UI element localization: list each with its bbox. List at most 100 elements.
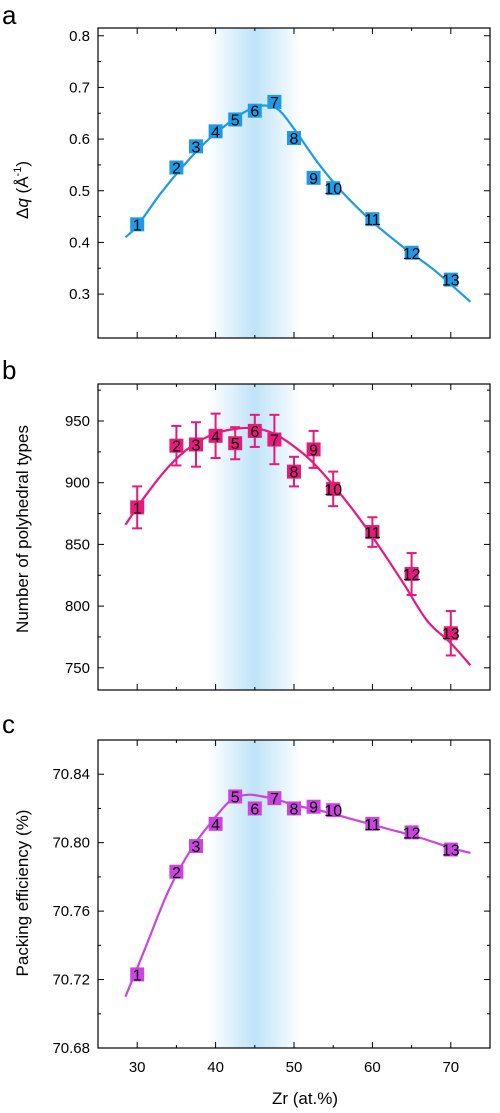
panel-b-data-point — [247, 423, 262, 438]
panel-a-point-label: 2 — [172, 161, 181, 178]
panel-b-data-point — [189, 437, 203, 452]
panel-c-point-label: 2 — [172, 865, 181, 882]
panel-c-data-point — [189, 839, 203, 854]
panel-b-y-tick-label: 800 — [65, 598, 90, 615]
panel-b-data-point — [169, 438, 184, 453]
panel-c-point-label: 7 — [270, 791, 279, 808]
panel-a-data-point — [247, 103, 262, 118]
panel-c-data-point — [306, 799, 321, 814]
panel-a-y-tick-label: 0.4 — [69, 234, 90, 251]
panel-a-data-point — [208, 124, 223, 139]
panel-a-y-tick-label: 0.3 — [69, 286, 90, 303]
panel-b-point-label: 8 — [290, 465, 299, 482]
panel-a-point-label: 11 — [364, 212, 381, 229]
panel-b-point-label: 1 — [133, 500, 142, 517]
panel-c-point-label: 1 — [133, 967, 142, 984]
panel-b-data-point — [130, 500, 145, 515]
panel-a-data-point — [443, 272, 458, 287]
panel-a-point-label: 7 — [270, 95, 279, 112]
panel-c-point-label: 10 — [324, 803, 342, 820]
panel-b-point-label: 7 — [270, 433, 279, 450]
panel-c-y-tick-label: 70.80 — [52, 835, 90, 852]
panel-b-data-point — [326, 481, 341, 496]
panel-a-point-label: 4 — [211, 124, 220, 141]
panel-b-point-label: 10 — [324, 482, 342, 499]
panel-c-y-axis-label: Packing efficiency (%) — [13, 810, 32, 977]
panel-c-data-point — [404, 825, 419, 840]
panel-a-y-tick-label: 0.5 — [69, 183, 90, 200]
panel-a-point-label: 1 — [133, 217, 142, 234]
panel-b-y-axis-label: Number of polyhedral types — [13, 425, 32, 633]
panel-b-point-label: 3 — [192, 437, 201, 454]
panel-b-point-label: 6 — [250, 424, 259, 441]
panel-c-y-tick-label: 70.84 — [52, 766, 90, 783]
highlight-band-panel-c — [207, 740, 302, 1048]
x-tick-label: 40 — [207, 1059, 224, 1076]
panel-c-y-tick-label: 70.68 — [52, 1040, 90, 1057]
panel-a-y-axis-label: Δq (Å-1) — [12, 161, 32, 219]
panel-c-data-point — [228, 789, 243, 804]
x-tick-label: 50 — [286, 1059, 303, 1076]
panel-a-y-tick-label: 0.6 — [69, 131, 90, 148]
panel-letter-a: a — [2, 0, 17, 30]
panel-c-data-point — [443, 842, 458, 857]
panel-b-data-point — [228, 436, 243, 451]
panel-a-point-label: 9 — [309, 171, 318, 188]
panel-a-point-label: 3 — [192, 139, 201, 156]
panel-c-point-label: 9 — [309, 800, 318, 817]
panel-c-data-point — [247, 801, 262, 816]
panel-a-data-point — [287, 131, 301, 146]
panel-a-point-label: 13 — [442, 273, 460, 290]
panel-letter-c: c — [2, 709, 15, 739]
panel-a-data-point — [365, 212, 380, 227]
panel-b-data-point — [365, 525, 380, 540]
panel-c-data-point — [365, 816, 380, 831]
panel-b-data-point — [267, 432, 282, 447]
panel-c-y-tick-label: 70.72 — [52, 972, 90, 989]
highlight-band-panel-a — [207, 28, 302, 338]
panel-b-y-tick-label: 950 — [65, 413, 90, 430]
panel-c-point-label: 13 — [442, 843, 460, 860]
panel-b-data-point — [208, 428, 223, 443]
panel-b-y-tick-label: 850 — [65, 536, 90, 553]
panel-c-data-point — [267, 791, 282, 806]
x-tick-label: 60 — [364, 1059, 381, 1076]
panel-a-data-point — [189, 139, 203, 154]
panel-a-point-label: 12 — [403, 246, 421, 263]
panel-a-data-point — [326, 181, 341, 196]
panel-b-point-label: 5 — [231, 436, 240, 453]
panel-c-point-label: 11 — [364, 817, 381, 834]
panel-c-point-label: 12 — [403, 825, 421, 842]
panel-b-point-label: 11 — [364, 525, 381, 542]
panel-c-data-point — [287, 801, 301, 816]
panel-a-data-point — [130, 217, 145, 232]
panel-c-data-point — [208, 816, 223, 831]
panel-a-data-point — [306, 170, 321, 185]
panel-a-point-label: 6 — [250, 104, 259, 121]
panel-c-point-label: 3 — [192, 839, 201, 856]
panel-b-point-label: 13 — [442, 626, 460, 643]
panel-b-point-label: 9 — [309, 442, 318, 459]
panel-a-point-label: 10 — [324, 181, 342, 198]
panel-a-data-point — [228, 112, 243, 127]
x-axis-label: Zr (at.%) — [272, 1089, 338, 1108]
x-tick-label: 30 — [129, 1059, 146, 1076]
panel-b-point-label: 4 — [211, 429, 220, 446]
panel-a-point-label: 8 — [290, 131, 299, 148]
panel-b-data-point — [306, 442, 321, 457]
panel-b-point-label: 2 — [172, 439, 181, 456]
panel-b-y-tick-label: 900 — [65, 475, 90, 492]
panel-b-data-point — [287, 464, 301, 479]
panel-c-point-label: 4 — [211, 817, 220, 834]
panel-c-data-point — [326, 803, 341, 818]
panel-b-data-point — [404, 567, 419, 582]
panel-a-point-label: 5 — [231, 112, 240, 129]
panel-b-data-point — [443, 626, 458, 641]
panel-c-data-point — [130, 967, 145, 982]
panel-c-point-label: 5 — [231, 789, 240, 806]
panel-a-data-point — [169, 160, 184, 175]
panel-c-point-label: 8 — [290, 801, 299, 818]
panel-b-point-label: 12 — [403, 567, 421, 584]
panel-a-data-point — [404, 245, 419, 260]
